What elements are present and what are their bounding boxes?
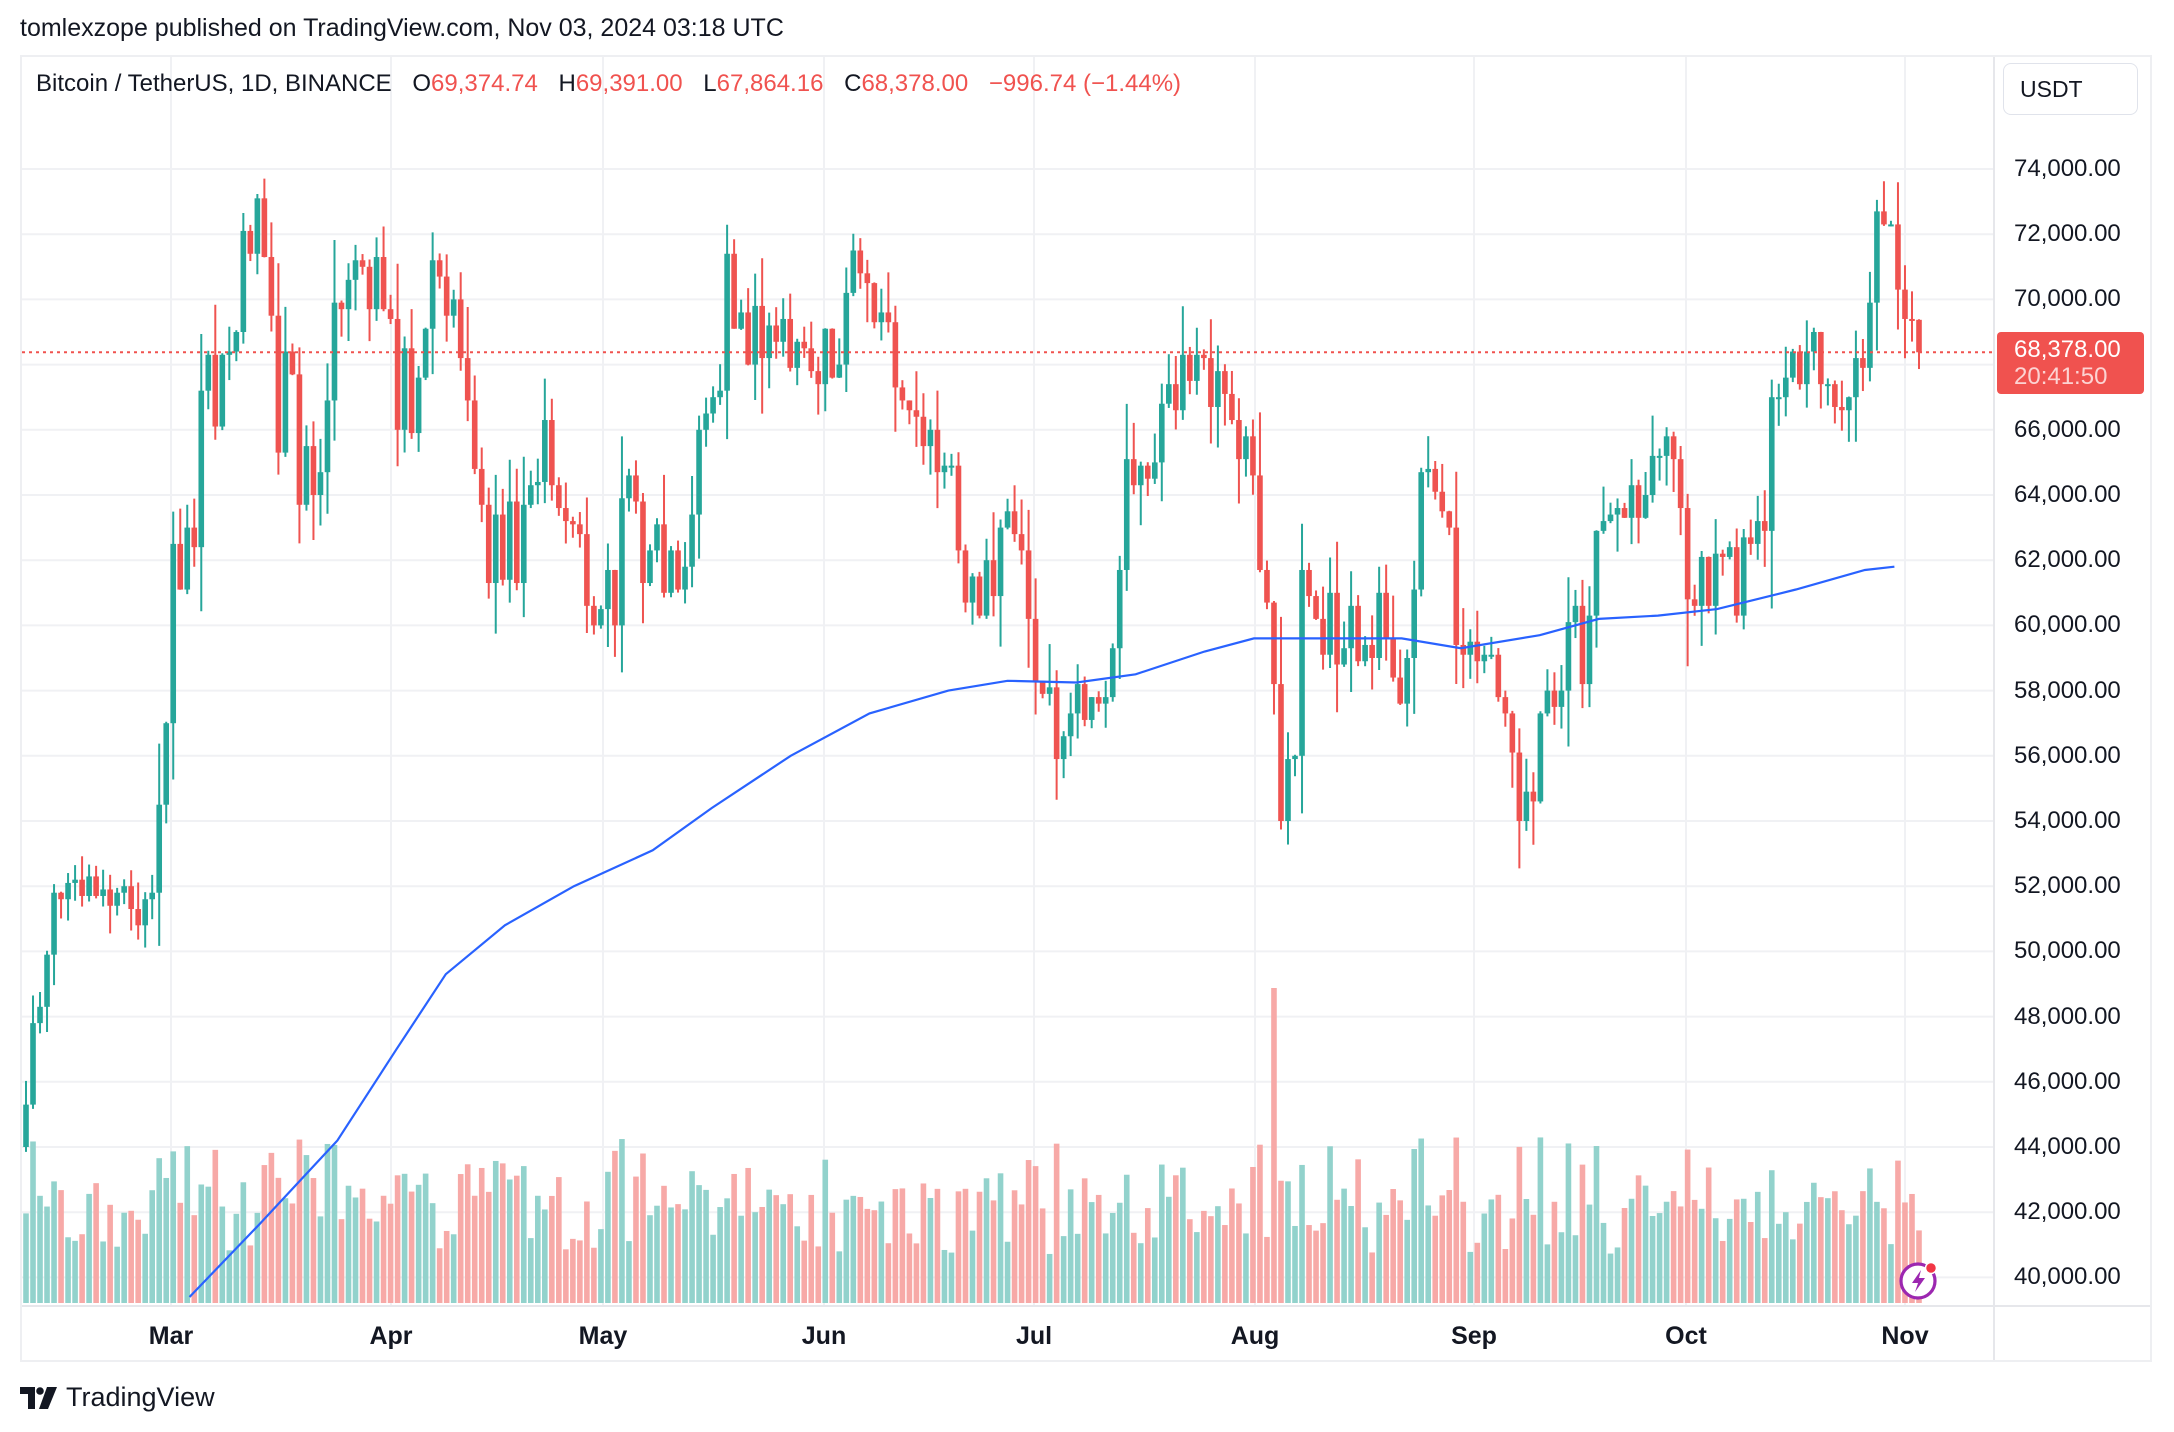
last-price-value: 68,378.00 — [2014, 336, 2121, 364]
time-tick-label: Sep — [1451, 1322, 1497, 1350]
price-tick-label: 74,000.00 — [2014, 155, 2121, 182]
time-axis-divider — [22, 1305, 2150, 1307]
price-tick-label: 44,000.00 — [2014, 1133, 2121, 1160]
price-tick-label: 56,000.00 — [2014, 741, 2121, 769]
price-tick-label: 66,000.00 — [2014, 415, 2121, 443]
time-tick-label: Oct — [1665, 1322, 1707, 1350]
price-tick-label: 62,000.00 — [2014, 546, 2121, 574]
price-tick-label: 50,000.00 — [2014, 937, 2121, 965]
price-tick-label: 60,000.00 — [2014, 611, 2121, 639]
time-tick-label: Mar — [148, 1322, 194, 1350]
symbol-title[interactable]: Bitcoin / TetherUS, 1D, BINANCE — [36, 70, 392, 97]
time-tick-label: Aug — [1230, 1322, 1280, 1350]
price-tick-label: 54,000.00 — [2014, 807, 2121, 834]
time-tick-label: Jul — [1015, 1322, 1053, 1350]
bar-countdown: 20:41:50 — [2014, 363, 2108, 391]
moving-average-line — [188, 565, 1895, 1298]
ohlc-legend: Bitcoin / TetherUS, 1D, BINANCE O69,374.… — [36, 70, 1182, 97]
price-tick-label: 58,000.00 — [2014, 676, 2121, 704]
price-tick-label: 52,000.00 — [2014, 872, 2121, 900]
time-tick-label: Apr — [369, 1322, 413, 1350]
tradingview-logo-icon — [20, 1386, 57, 1409]
brand-name: TradingView — [66, 1382, 215, 1412]
high-value: 69,391.00 — [575, 70, 683, 97]
open-value: 69,374.74 — [431, 70, 538, 97]
time-tick-label: Nov — [1881, 1322, 1929, 1350]
volume-bars — [23, 988, 1922, 1303]
chart-container[interactable] — [20, 55, 2152, 1362]
currency-button[interactable]: USDT — [2003, 63, 2138, 115]
price-tick-label: 42,000.00 — [2014, 1198, 2121, 1226]
price-tick-label: 70,000.00 — [2014, 285, 2121, 313]
time-tick-label: May — [578, 1322, 628, 1350]
candlesticks — [23, 178, 1922, 1152]
price-tick-label: 48,000.00 — [2014, 1002, 2121, 1030]
price-axis-divider — [1993, 57, 1995, 1360]
last-price-badge: 68,378.00 20:41:50 — [1997, 332, 2144, 395]
price-tick-label: 46,000.00 — [2014, 1067, 2121, 1095]
time-tick-label: Jun — [801, 1322, 847, 1350]
tradingview-logo[interactable]: TradingView — [20, 1382, 215, 1413]
close-value: 68,378.00 — [861, 70, 969, 97]
low-value: 67,864.16 — [716, 70, 824, 97]
change-value: −996.74 (−1.44%) — [988, 70, 1182, 97]
price-tick-label: 72,000.00 — [2014, 220, 2121, 248]
publish-info: tomlexzope published on TradingView.com,… — [20, 14, 784, 42]
lightning-alert-icon[interactable] — [1898, 1259, 1940, 1301]
price-tick-label: 40,000.00 — [2014, 1263, 2121, 1291]
price-tick-label: 64,000.00 — [2014, 481, 2121, 508]
